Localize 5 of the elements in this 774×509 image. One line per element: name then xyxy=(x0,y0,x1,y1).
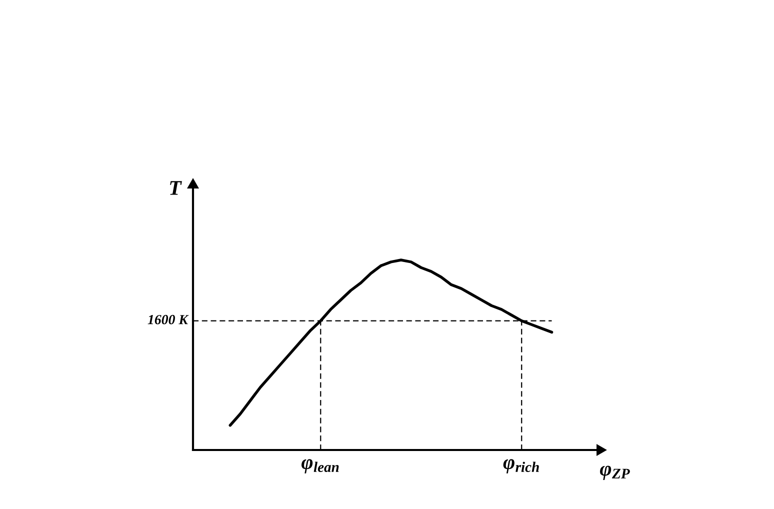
x-axis-title: φ$_{ZP}$ xyxy=(600,466,630,480)
ref-line-label: 1600 K xyxy=(148,314,189,324)
x-tick-label: φ$_{rich}$ xyxy=(503,459,539,474)
x-tick-label: φ$_{lean}$ xyxy=(301,459,339,474)
y-axis-title: T xyxy=(170,181,182,195)
